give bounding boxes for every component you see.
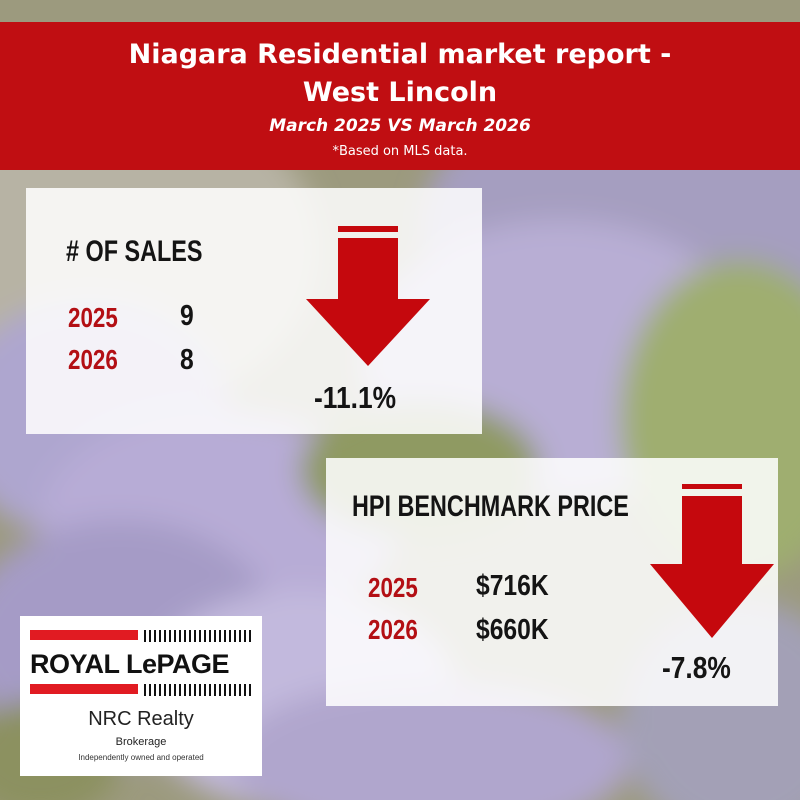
down-arrow-icon (306, 226, 430, 366)
logo-brand-name: ROYAL LePAGE (30, 649, 230, 679)
hpi-card: HPI BENCHMARK PRICE 2025 $716K 2026 $660… (326, 458, 778, 706)
sales-year-2025: 2025 (68, 302, 118, 333)
sales-label: # OF SALES (66, 235, 203, 268)
report-title: Niagara Residential market report - West… (0, 36, 800, 112)
hpi-year-2025: 2025 (368, 572, 418, 603)
logo-bars-icon (30, 630, 251, 696)
sales-card: # OF SALES 2025 9 2026 8 -11.1% (26, 188, 482, 434)
hpi-year-2026: 2026 (368, 614, 418, 645)
hpi-label: HPI BENCHMARK PRICE (352, 490, 629, 523)
brokerage-logo: ROYAL LePAGE NRC Realty Brokerage Indepe… (20, 616, 262, 776)
logo-brokerage: Brokerage (115, 736, 167, 748)
logo-office-name: NRC Realty (88, 708, 194, 730)
sales-change: -11.1% (314, 380, 397, 415)
report-subtitle: March 2025 VS March 2026 (269, 116, 531, 136)
sales-year-2026: 2026 (68, 344, 118, 375)
header-banner: Niagara Residential market report - West… (0, 22, 800, 170)
sales-value-2025: 9 (180, 300, 194, 332)
report-title-line2: West Lincoln (302, 77, 498, 108)
hpi-value-2026: $660K (476, 614, 549, 646)
data-source-note: *Based on MLS data. (332, 144, 468, 159)
sales-value-2026: 8 (180, 344, 194, 376)
hpi-value-2025: $716K (476, 570, 549, 602)
down-arrow-icon (650, 484, 774, 638)
report-title-line1: Niagara Residential market report - (128, 39, 672, 70)
hpi-change: -7.8% (662, 650, 731, 685)
logo-tagline: Independently owned and operated (78, 753, 204, 762)
